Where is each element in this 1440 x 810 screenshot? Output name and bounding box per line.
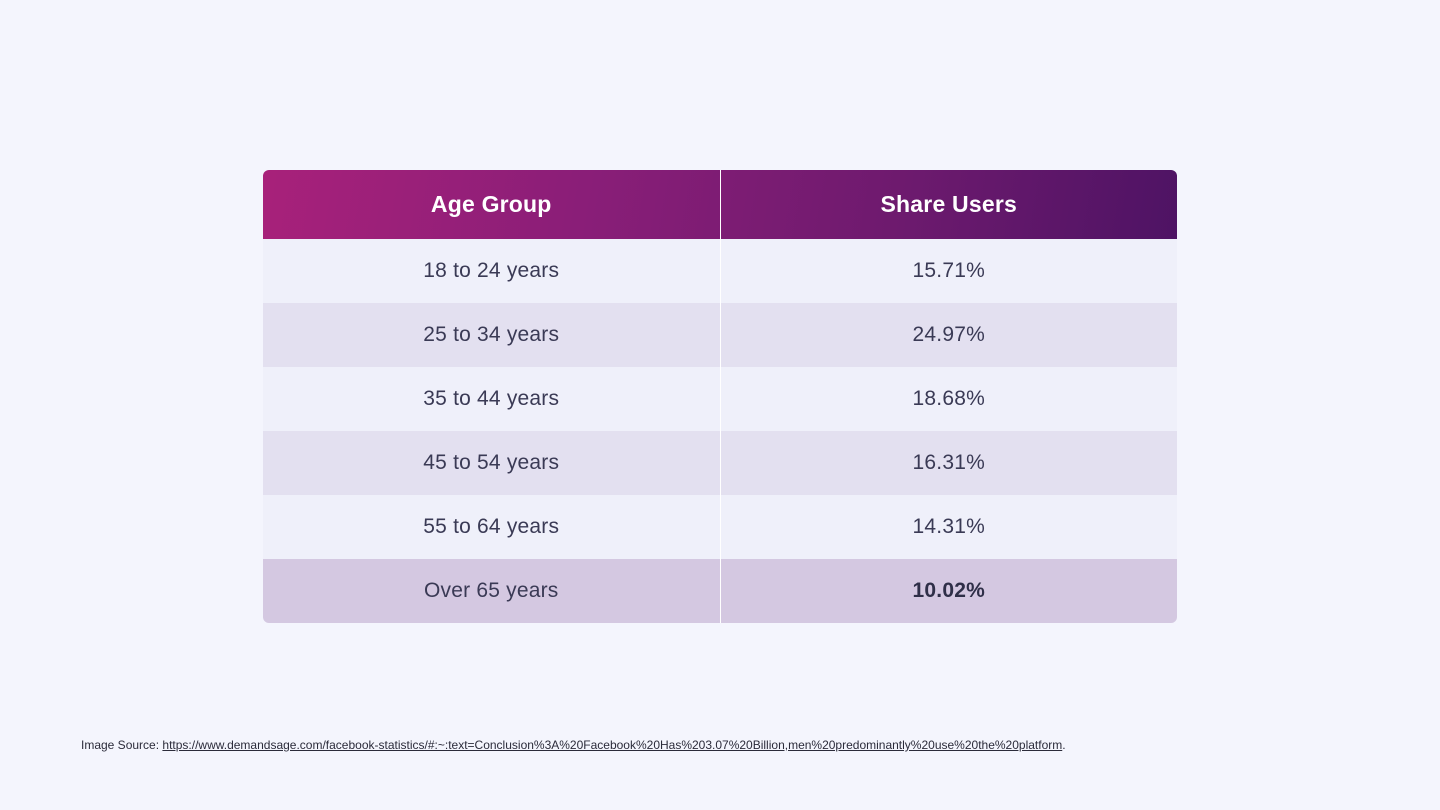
age-group-cell: Over 65 years [263, 559, 721, 623]
table-row: 25 to 34 years 24.97% [263, 303, 1177, 367]
table-row: 45 to 54 years 16.31% [263, 431, 1177, 495]
share-users-cell: 18.68% [912, 387, 985, 410]
age-group-cell: 35 to 44 years [263, 367, 721, 431]
table-row: Over 65 years 10.02% [263, 559, 1177, 623]
share-users-cell: 15.71% [912, 259, 985, 282]
column-header-share-users: Share Users [880, 191, 1017, 217]
source-label: Image Source: [81, 738, 160, 752]
age-group-cell: 45 to 54 years [263, 431, 721, 495]
age-group-cell: 55 to 64 years [263, 495, 721, 559]
share-users-cell: 16.31% [912, 451, 985, 474]
share-users-cell: 24.97% [912, 323, 985, 346]
age-group-cell: 18 to 24 years [263, 239, 721, 303]
share-users-cell: 14.31% [912, 515, 985, 538]
source-trailing: . [1062, 738, 1066, 752]
column-header-age-group: Age Group [263, 170, 721, 239]
share-users-cell: 10.02% [912, 579, 985, 602]
age-share-table: Age Group Share Users 18 to 24 years 15.… [263, 170, 1177, 623]
source-link[interactable]: https://www.demandsage.com/facebook-stat… [162, 738, 1063, 752]
table-row: 35 to 44 years 18.68% [263, 367, 1177, 431]
table-row: 18 to 24 years 15.71% [263, 239, 1177, 303]
age-group-cell: 25 to 34 years [263, 303, 721, 367]
table-header-row: Age Group Share Users [263, 170, 1177, 239]
image-source-caption: Image Source: https://www.demandsage.com… [81, 738, 1066, 752]
table-row: 55 to 64 years 14.31% [263, 495, 1177, 559]
